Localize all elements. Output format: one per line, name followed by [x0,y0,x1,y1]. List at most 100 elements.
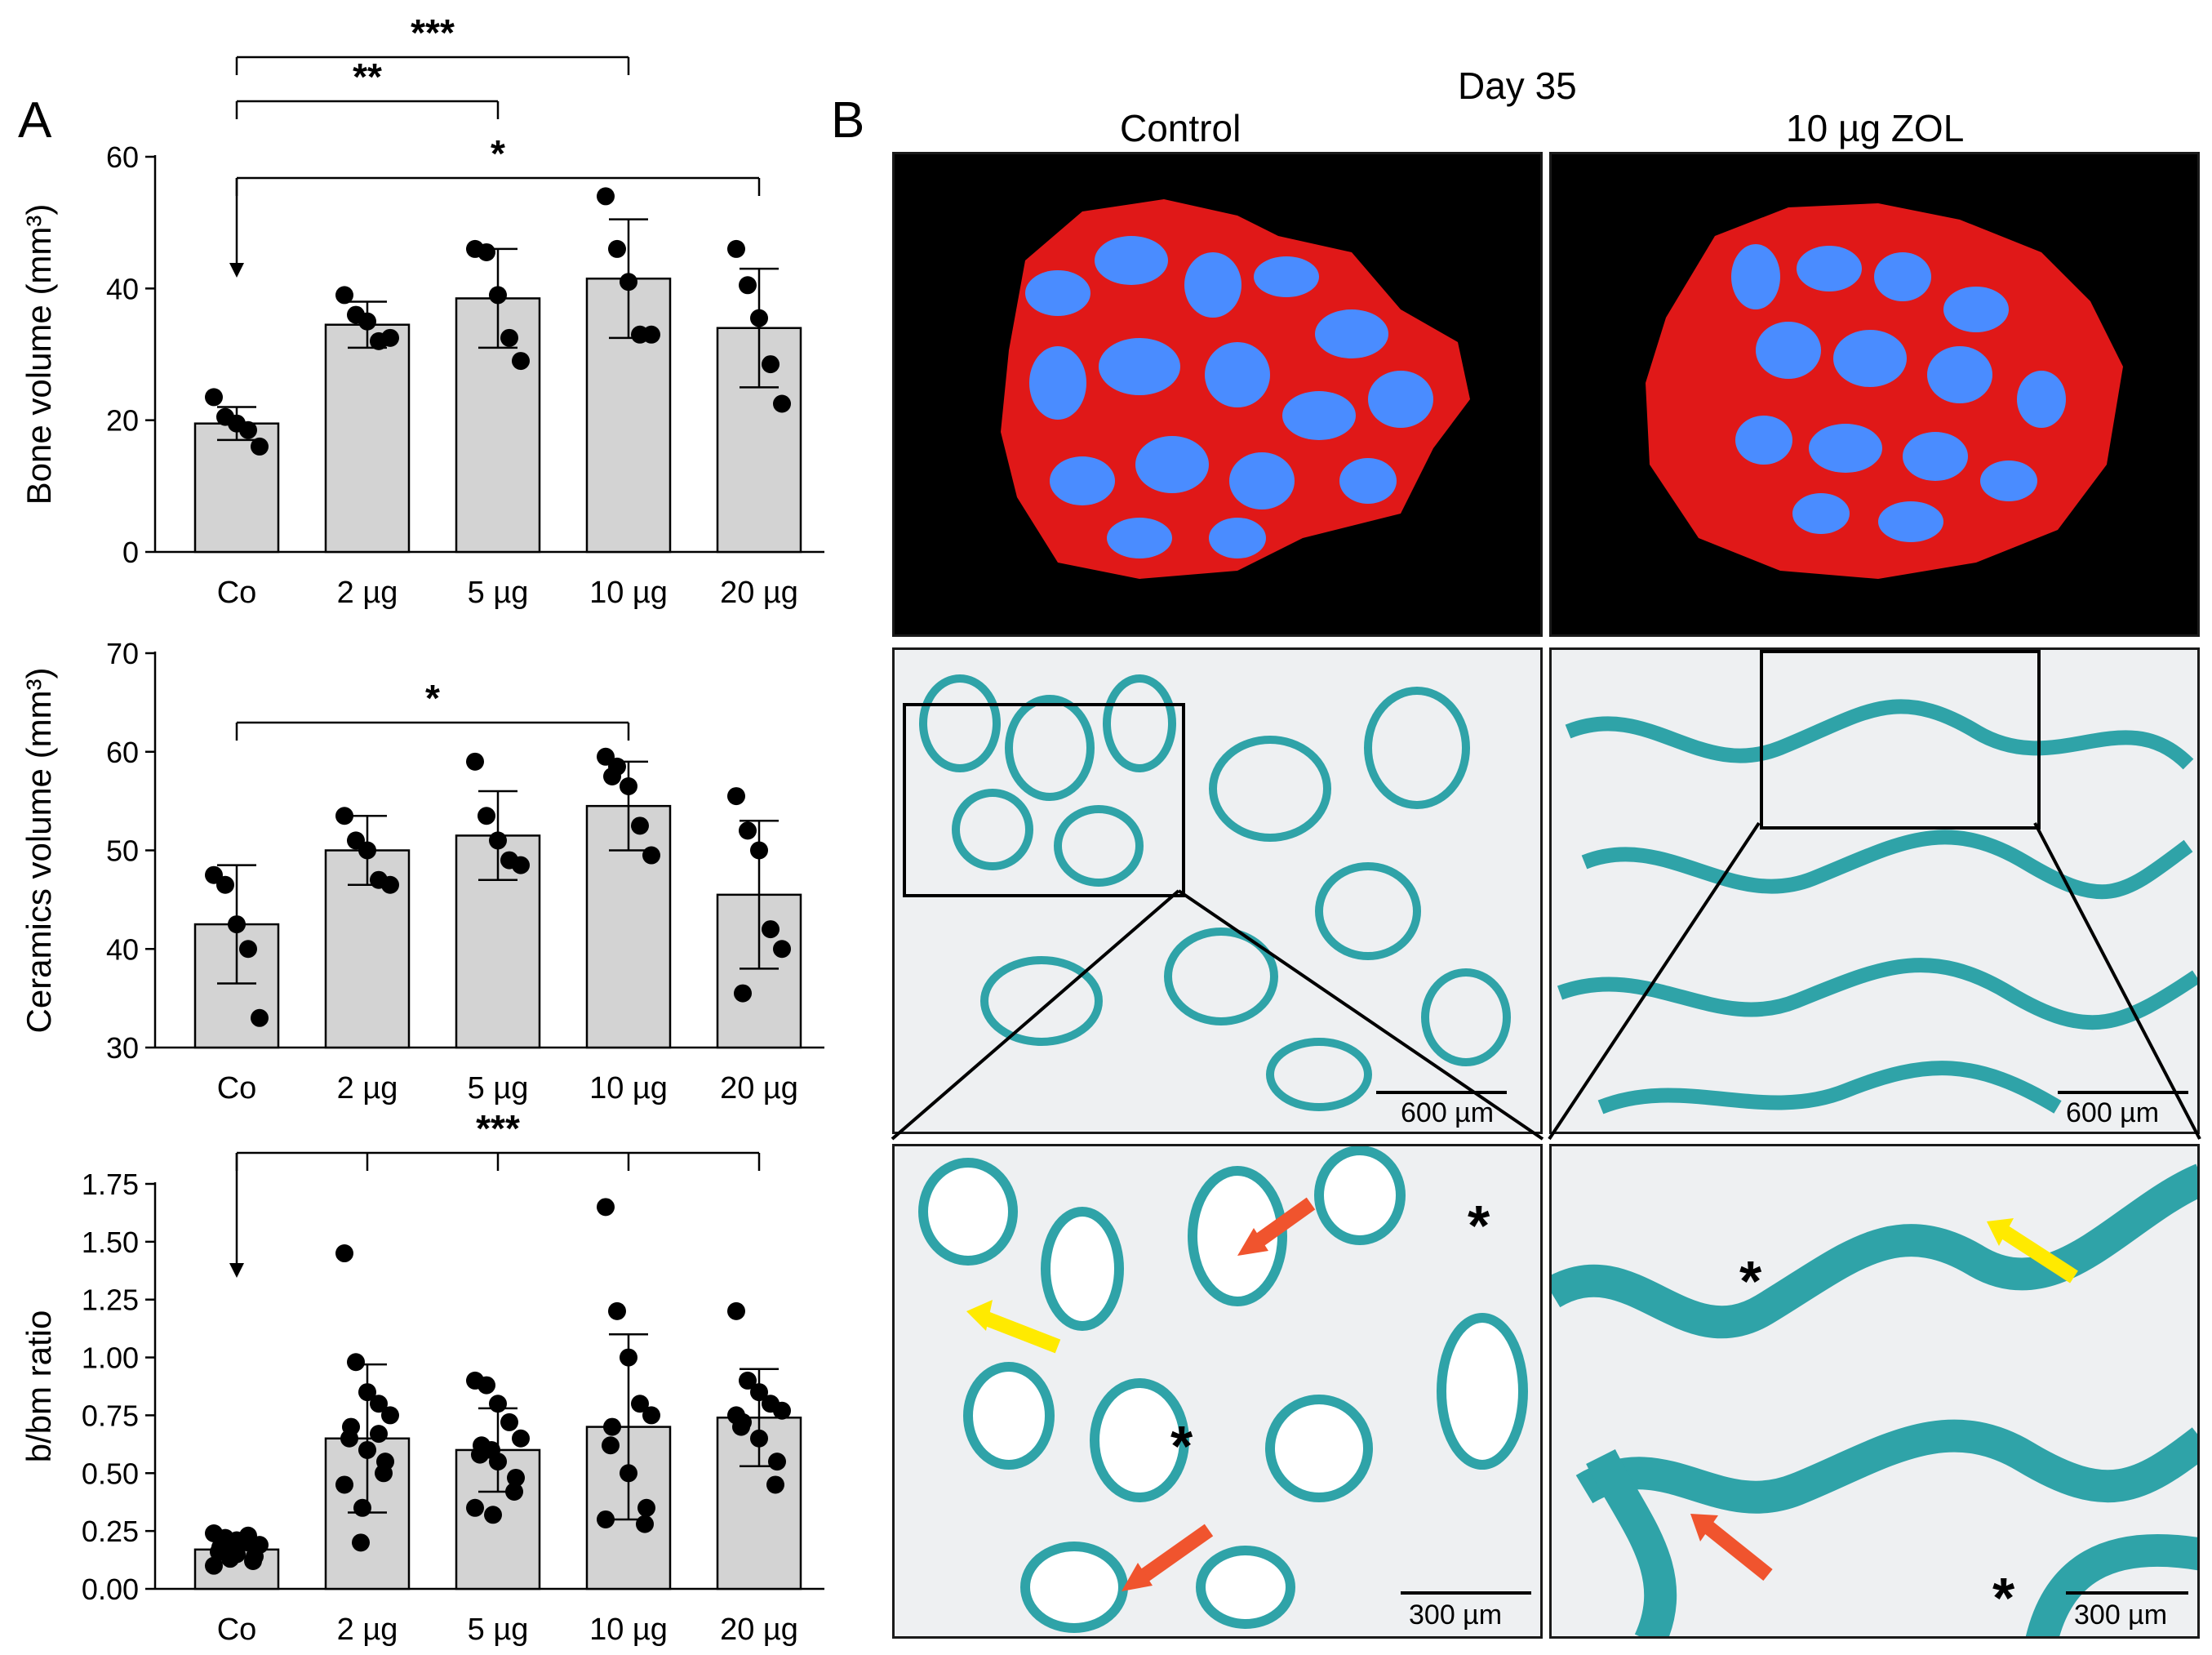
data-point-2-1-2 [358,1383,376,1402]
data-point-2-2-3 [500,1413,518,1431]
data-point-2-0-9 [244,1551,262,1570]
data-point-2-0-13 [239,1526,257,1545]
zoom-frame-zol [1760,650,2041,830]
histology-overview-control: 600 µm [892,647,1543,1134]
data-point-1-4-4 [773,940,791,959]
y-tick-label-1-1: 40 [106,932,139,966]
data-point-2-1-4 [381,1406,399,1425]
scale-bar-control-overview [1376,1091,1507,1094]
scale-bar-control-zoom [1401,1591,1531,1595]
y-tick-label-0-1: 20 [106,404,139,438]
category-label-1-0: Co [217,1071,257,1106]
data-point-2-4-8 [768,1453,786,1471]
panel-a-charts: 0 20 40 60 Bone volume (mm³) Co 2 µg 5 µg 10 µg 2… [20,11,824,1647]
data-point-2-3-9 [636,1515,654,1533]
data-point-1-4-2 [750,841,768,860]
y-tick-label-1-0: 30 [106,1031,139,1065]
data-point-0-4-4 [773,394,791,413]
data-point-2-2-1 [477,1376,495,1395]
data-point-2-4-1 [739,1371,757,1390]
data-point-2-1-7 [358,1440,376,1459]
category-label-1-4: 20 µg [720,1071,798,1106]
data-point-1-2-0 [466,752,484,771]
y-axis-title-0: Bone volume (mm³) [20,204,58,505]
orange-arrow-2 [1122,1524,1214,1591]
y-axis-title-1: Ceramics volume (mm³) [20,667,58,1033]
panel-b-letter: B [831,92,865,149]
data-point-1-0-3 [239,940,257,959]
y-tick-label-2-1: 0.25 [82,1515,139,1548]
y-axis-title-2: b/bm ratio [20,1310,58,1463]
data-point-2-4-0 [727,1301,745,1320]
y-tick-label-0-0: 0 [122,536,139,569]
y-tick-label-1-3: 60 [106,736,139,769]
scale-bar-zol-overview [2058,1091,2188,1094]
y-tick-label-2-4: 1.00 [82,1341,139,1375]
y-tick-label-0-3: 60 [106,140,139,174]
day-label: Day 35 [1458,65,1577,107]
data-point-0-2-3 [500,328,518,347]
histology-overview-zol: 600 µm [1549,647,2200,1134]
data-point-1-0-1 [216,875,234,894]
data-point-1-2-1 [477,807,495,825]
orange-arrow-1 [1237,1197,1316,1256]
orange-arrow-3 [1690,1514,1773,1582]
data-point-2-0-10 [205,1556,223,1575]
data-point-1-3-4 [642,846,660,865]
category-label-1-1: 2 µg [337,1071,398,1106]
data-point-2-4-10 [727,1406,745,1425]
scale-label-control-zoom: 300 µm [1409,1599,1503,1631]
y-tick-label-0-2: 40 [106,272,139,305]
data-point-2-3-0 [597,1198,615,1217]
data-point-1-1-4 [381,875,399,894]
data-point-1-4-3 [762,920,780,939]
category-label-2-1: 2 µg [337,1613,398,1647]
data-point-0-2-1 [477,242,495,261]
data-point-2-2-8 [507,1468,525,1487]
asterisk-control-1: * [1468,1194,1490,1257]
data-point-0-3-1 [608,239,626,258]
category-label-0-2: 5 µg [468,576,529,610]
data-point-0-4-3 [762,355,780,374]
data-point-0-2-4 [512,352,530,371]
data-point-2-4-4 [773,1401,791,1420]
y-tick-label-2-7: 1.75 [82,1168,139,1201]
category-label-0-1: 2 µg [337,576,398,610]
data-point-0-3-2 [620,273,637,291]
y-tick-label-2-0: 0.00 [82,1573,139,1606]
data-point-2-2-12 [482,1440,500,1459]
data-point-2-1-10 [335,1475,353,1494]
data-point-2-0-12 [221,1550,239,1568]
y-tick-label-2-5: 1.25 [82,1284,139,1317]
data-point-1-0-2 [228,915,246,934]
sig-stars-2-0: *** [476,1107,520,1150]
y-tick-label-1-2: 50 [106,834,139,868]
data-point-0-0-4 [251,437,269,456]
data-point-0-1-4 [381,328,399,347]
data-point-0-1-0 [335,286,353,305]
y-tick-label-2-3: 0.75 [82,1399,139,1432]
column-label-zol: 10 µg ZOL [1786,107,1965,149]
category-label-1-2: 5 µg [468,1071,529,1106]
data-point-1-3-2 [620,777,637,796]
scale-bar-zol-zoom [2066,1591,2188,1595]
sig-arrow-head-2 [229,1263,244,1278]
category-label-0-4: 20 µg [720,576,798,610]
histology-zoom-control: * * 300 µm [892,1144,1543,1639]
data-point-0-2-2 [489,286,507,305]
data-point-2-4-9 [766,1475,784,1494]
data-point-1-3-5 [603,767,621,785]
data-point-2-1-9 [375,1464,393,1483]
yellow-arrow-2 [1987,1218,2078,1284]
data-point-2-4-7 [750,1429,768,1448]
data-point-2-2-10 [466,1498,484,1517]
data-point-2-1-13 [370,1425,388,1444]
microct-image-control [892,152,1543,637]
yellow-arrow-1 [966,1300,1061,1354]
microct-image-zol [1549,152,2200,637]
data-point-1-1-2 [358,841,376,860]
data-point-2-3-3 [631,1395,649,1413]
data-point-1-2-2 [489,831,507,850]
data-point-2-4-2 [750,1383,768,1402]
